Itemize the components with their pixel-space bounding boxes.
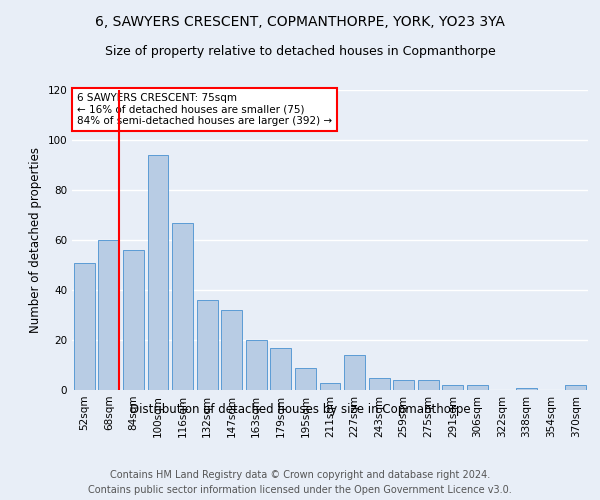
Bar: [565, 385, 586, 390]
Bar: [368, 378, 389, 390]
Bar: [74, 262, 95, 390]
Text: Contains public sector information licensed under the Open Government Licence v3: Contains public sector information licen…: [88, 485, 512, 495]
Bar: [295, 368, 316, 390]
Text: Size of property relative to detached houses in Copmanthorpe: Size of property relative to detached ho…: [104, 45, 496, 58]
Bar: [98, 240, 119, 390]
Bar: [148, 155, 169, 390]
Bar: [344, 355, 365, 390]
Text: Distribution of detached houses by size in Copmanthorpe: Distribution of detached houses by size …: [130, 402, 470, 415]
Y-axis label: Number of detached properties: Number of detached properties: [29, 147, 42, 333]
Bar: [246, 340, 267, 390]
Text: Contains HM Land Registry data © Crown copyright and database right 2024.: Contains HM Land Registry data © Crown c…: [110, 470, 490, 480]
Bar: [172, 222, 193, 390]
Bar: [516, 388, 537, 390]
Bar: [393, 380, 414, 390]
Bar: [221, 310, 242, 390]
Text: 6 SAWYERS CRESCENT: 75sqm
← 16% of detached houses are smaller (75)
84% of semi-: 6 SAWYERS CRESCENT: 75sqm ← 16% of detac…: [77, 93, 332, 126]
Bar: [197, 300, 218, 390]
Bar: [123, 250, 144, 390]
Bar: [442, 385, 463, 390]
Bar: [467, 385, 488, 390]
Bar: [320, 382, 340, 390]
Bar: [271, 348, 292, 390]
Text: 6, SAWYERS CRESCENT, COPMANTHORPE, YORK, YO23 3YA: 6, SAWYERS CRESCENT, COPMANTHORPE, YORK,…: [95, 15, 505, 29]
Bar: [418, 380, 439, 390]
